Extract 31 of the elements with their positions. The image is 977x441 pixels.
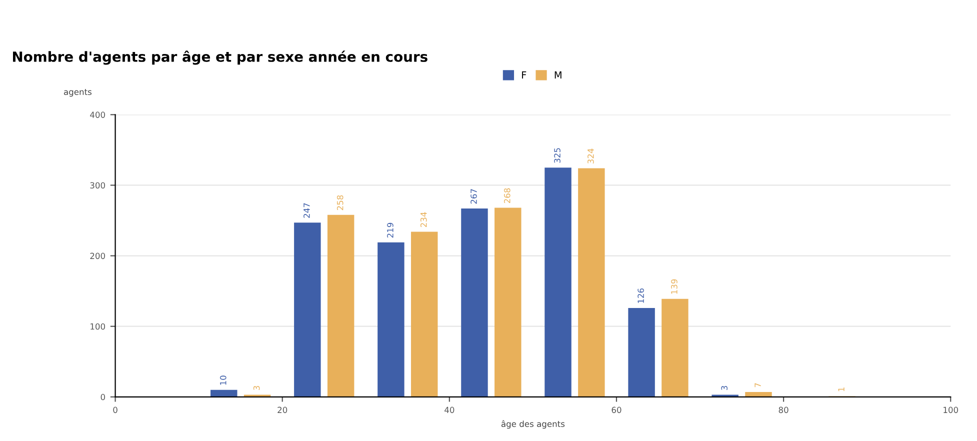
data-label: 3 [253, 386, 260, 390]
data-label: 325 [554, 148, 560, 163]
legend-label: F [522, 71, 526, 78]
y-tick-label: 0 [100, 394, 106, 400]
x-tick-label: 40 [444, 406, 454, 414]
y-tick-label: 200 [90, 252, 106, 260]
data-label: 247 [304, 203, 310, 218]
data-label: 7 [754, 383, 761, 388]
y-tick-label: 100 [90, 323, 106, 330]
y-axis-title: agents [64, 89, 92, 97]
x-tick-label: 100 [944, 406, 958, 414]
x-tick-label: 60 [612, 406, 622, 414]
data-label: 324 [588, 148, 594, 164]
y-tick-label: 400 [90, 112, 106, 118]
data-label: 234 [420, 212, 427, 228]
data-label: 139 [671, 279, 678, 294]
data-label: 219 [387, 222, 394, 238]
data-label: 267 [470, 189, 477, 204]
x-axis-title: âge des agents [501, 420, 565, 429]
data-label: 126 [638, 288, 644, 303]
x-tick-label: 20 [278, 406, 288, 414]
data-label: 258 [336, 195, 344, 210]
chart-title: Nombre d'agents par âge et par sexe année en cours [13, 50, 428, 65]
x-tick-label: 80 [778, 406, 788, 414]
x-tick-label: 0 [113, 406, 118, 414]
data-label: 1 [838, 387, 844, 392]
legend-label: M [554, 71, 562, 78]
y-tick-label: 300 [90, 182, 106, 189]
data-label: 3 [721, 386, 728, 390]
data-label: 268 [504, 188, 510, 204]
data-label: 10 [220, 376, 226, 385]
